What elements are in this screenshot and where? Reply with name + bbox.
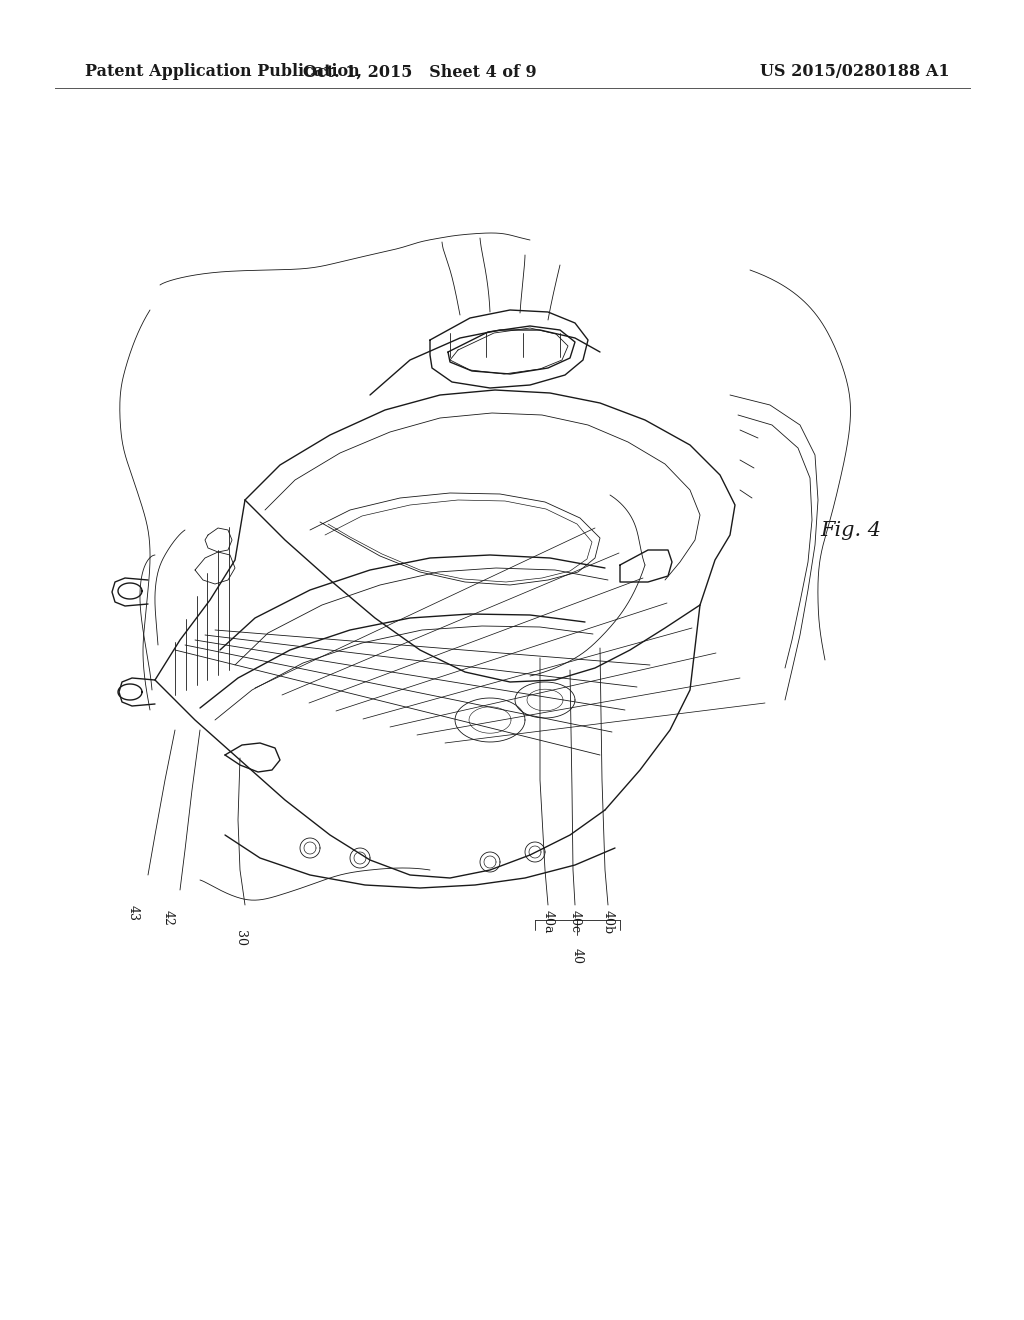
Text: 40a: 40a <box>542 909 555 933</box>
Text: 40b: 40b <box>601 909 614 935</box>
Text: Patent Application Publication: Patent Application Publication <box>85 63 359 81</box>
Text: 42: 42 <box>162 909 174 925</box>
Text: 40c: 40c <box>568 909 582 933</box>
Text: 43: 43 <box>127 906 139 921</box>
Text: Fig. 4: Fig. 4 <box>820 520 881 540</box>
Text: 30: 30 <box>233 931 247 946</box>
Text: Oct. 1, 2015   Sheet 4 of 9: Oct. 1, 2015 Sheet 4 of 9 <box>303 63 537 81</box>
Text: US 2015/0280188 A1: US 2015/0280188 A1 <box>760 63 949 81</box>
Text: 40: 40 <box>570 948 584 964</box>
